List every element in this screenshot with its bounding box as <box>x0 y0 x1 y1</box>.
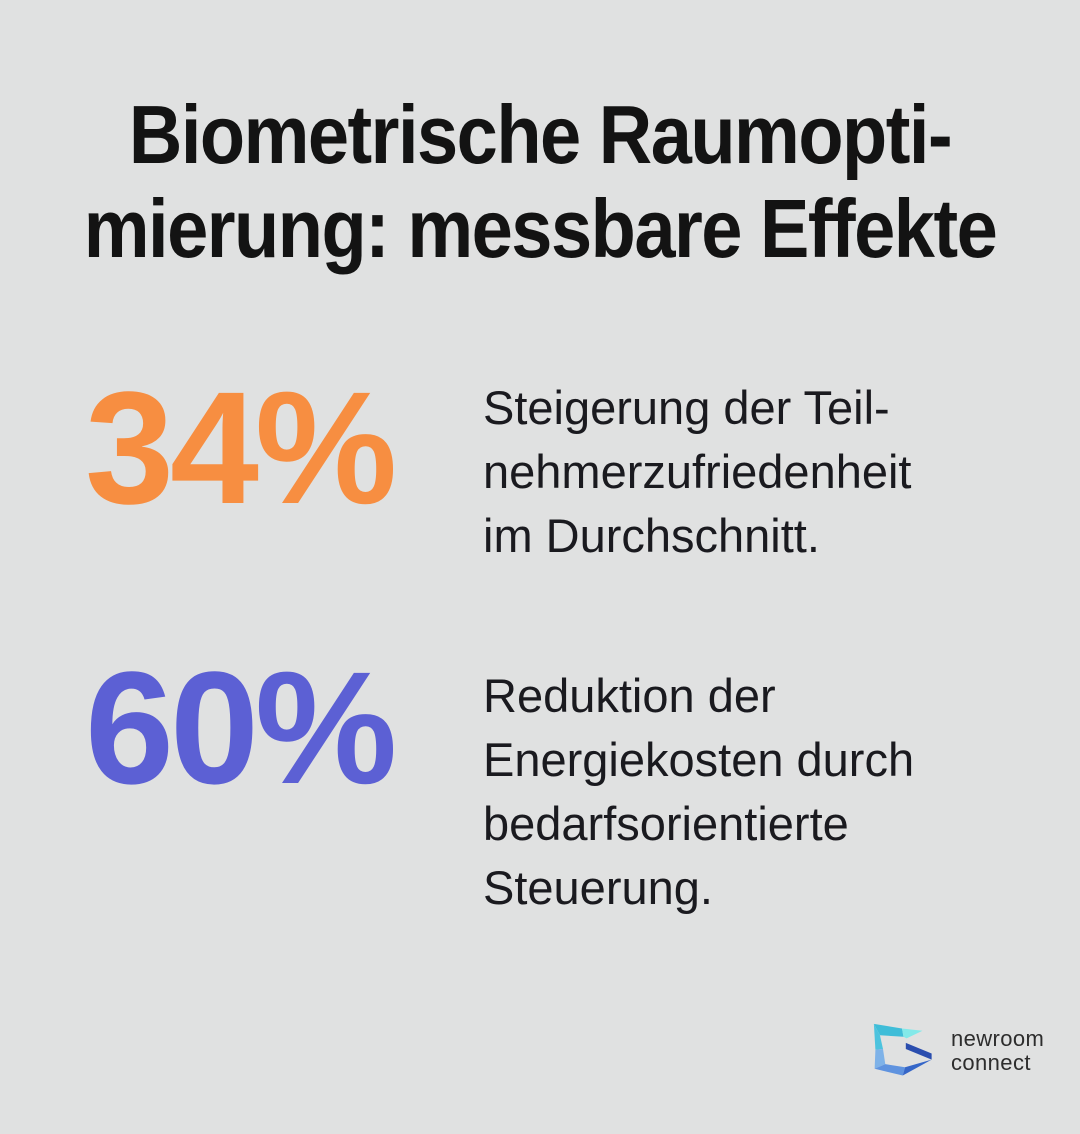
newroom-connect-logo: newroom connect <box>864 1014 1044 1090</box>
stat-description-participant-satisfaction: Steigerung der Teil- nehmerzufriedenheit… <box>483 381 912 562</box>
logo-facet-bottom-right <box>902 1059 932 1076</box>
newroom-connect-logo-icon <box>873 1023 932 1076</box>
logo-facet-top-right <box>902 1028 923 1039</box>
stat-value-energy-cost-reduction: 60% <box>85 638 397 817</box>
logo-facet-left-upper <box>873 1023 883 1050</box>
logo-facet-bottom-left <box>874 1064 906 1076</box>
stat-description-energy-cost-reduction: Reduktion der Energiekosten durch bedarf… <box>483 669 915 914</box>
stat-value-participant-satisfaction: 34% <box>85 358 397 537</box>
logo-facet-left-lower <box>874 1048 886 1069</box>
logo-facet-top-left <box>873 1023 904 1037</box>
page-title: Biometrische Raumopti- mierung: messbare… <box>83 88 998 276</box>
logo-wordmark-line2: connect <box>951 1050 1031 1075</box>
logo-wordmark: newroom connect <box>951 1027 1044 1075</box>
logo-wordmark-line1: newroom <box>951 1026 1045 1051</box>
logo-facet-crossbar <box>905 1042 932 1060</box>
